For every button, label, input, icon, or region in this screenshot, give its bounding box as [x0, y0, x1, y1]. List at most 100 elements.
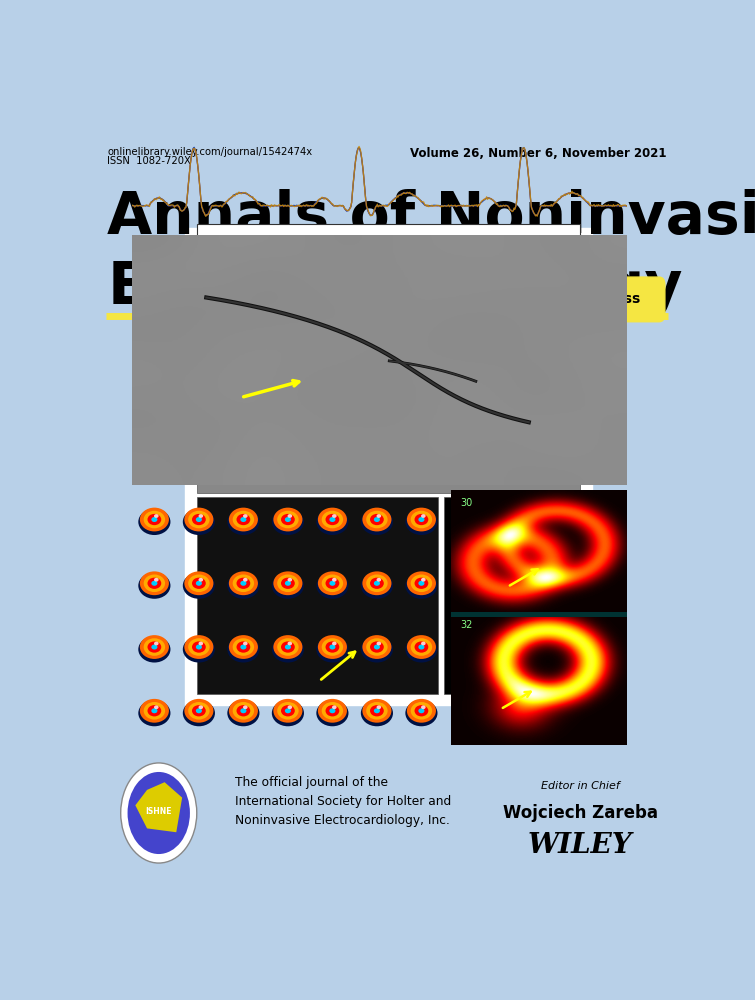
Circle shape: [140, 635, 169, 659]
Circle shape: [240, 645, 246, 650]
Circle shape: [421, 578, 426, 582]
Circle shape: [154, 705, 159, 709]
Circle shape: [366, 638, 387, 656]
Circle shape: [361, 636, 393, 663]
Circle shape: [188, 638, 210, 656]
Circle shape: [281, 641, 294, 653]
Circle shape: [318, 508, 347, 531]
Circle shape: [281, 578, 294, 589]
Circle shape: [183, 509, 215, 535]
Text: Detection of Coronary Stenosis by ECG Heterogeneity: Detection of Coronary Stenosis by ECG He…: [165, 239, 611, 254]
Circle shape: [332, 578, 337, 582]
Circle shape: [288, 578, 292, 582]
Circle shape: [374, 708, 380, 713]
Circle shape: [405, 572, 437, 599]
Circle shape: [374, 581, 380, 586]
Circle shape: [188, 511, 210, 528]
Circle shape: [272, 636, 304, 663]
Circle shape: [233, 575, 254, 592]
Circle shape: [229, 508, 258, 531]
Circle shape: [236, 705, 251, 716]
Circle shape: [288, 642, 292, 645]
Circle shape: [227, 572, 260, 599]
Circle shape: [227, 509, 260, 535]
Bar: [197, 497, 438, 694]
Circle shape: [138, 636, 171, 663]
Circle shape: [411, 511, 432, 528]
Circle shape: [418, 708, 424, 713]
Circle shape: [411, 575, 432, 592]
Circle shape: [272, 572, 304, 599]
Text: Electrocardiology: Electrocardiology: [107, 259, 683, 316]
Text: 30: 30: [460, 498, 473, 508]
Circle shape: [325, 705, 339, 716]
Circle shape: [407, 508, 436, 531]
Text: Open Access: Open Access: [541, 292, 640, 306]
Circle shape: [329, 708, 335, 713]
Text: Volume 26, Number 6, November 2021: Volume 26, Number 6, November 2021: [410, 147, 667, 160]
Circle shape: [227, 636, 260, 663]
Circle shape: [366, 702, 387, 720]
Circle shape: [233, 638, 254, 656]
Circle shape: [192, 578, 206, 589]
Circle shape: [316, 509, 349, 535]
Circle shape: [421, 514, 426, 518]
Circle shape: [243, 642, 248, 645]
Circle shape: [243, 514, 248, 518]
Circle shape: [128, 772, 190, 854]
Circle shape: [374, 645, 380, 650]
Circle shape: [329, 517, 335, 522]
Circle shape: [414, 705, 428, 716]
Circle shape: [140, 699, 169, 723]
Circle shape: [236, 578, 251, 589]
Circle shape: [147, 514, 162, 525]
Circle shape: [199, 705, 203, 709]
Circle shape: [407, 699, 436, 723]
Bar: [451, 490, 627, 617]
Text: onlinelibrary.wiley.com/journal/1542474x: onlinelibrary.wiley.com/journal/1542474x: [107, 147, 313, 157]
Circle shape: [332, 642, 337, 645]
Circle shape: [405, 700, 437, 726]
Circle shape: [199, 514, 203, 518]
Bar: [197, 224, 580, 293]
Circle shape: [405, 509, 437, 535]
Circle shape: [184, 508, 214, 531]
Circle shape: [138, 700, 171, 726]
Circle shape: [233, 511, 254, 528]
Circle shape: [329, 645, 335, 650]
Circle shape: [154, 578, 159, 582]
Circle shape: [418, 581, 424, 586]
Circle shape: [281, 705, 294, 716]
Circle shape: [196, 645, 202, 650]
Circle shape: [233, 702, 254, 720]
Circle shape: [199, 578, 203, 582]
Text: Editor in Chief: Editor in Chief: [541, 781, 619, 791]
Circle shape: [196, 708, 202, 713]
Circle shape: [366, 511, 387, 528]
Circle shape: [240, 517, 246, 522]
Circle shape: [370, 705, 384, 716]
Circle shape: [316, 636, 349, 663]
Circle shape: [243, 705, 248, 709]
Circle shape: [361, 509, 393, 535]
Circle shape: [143, 638, 165, 656]
Text: The official journal of the
International Society for Holter and
Noninvasive Ele: The official journal of the Internationa…: [235, 776, 451, 827]
Circle shape: [332, 705, 337, 709]
Bar: [185, 228, 592, 705]
Circle shape: [414, 641, 428, 653]
Circle shape: [183, 636, 215, 663]
Circle shape: [325, 514, 339, 525]
Circle shape: [285, 645, 291, 650]
Circle shape: [192, 641, 206, 653]
Circle shape: [151, 645, 158, 650]
Circle shape: [418, 517, 424, 522]
Circle shape: [407, 635, 436, 659]
Circle shape: [154, 514, 159, 518]
Circle shape: [277, 575, 299, 592]
Circle shape: [143, 702, 165, 720]
Circle shape: [184, 635, 214, 659]
Circle shape: [414, 578, 428, 589]
Circle shape: [411, 638, 432, 656]
Circle shape: [272, 700, 304, 726]
Circle shape: [370, 578, 384, 589]
